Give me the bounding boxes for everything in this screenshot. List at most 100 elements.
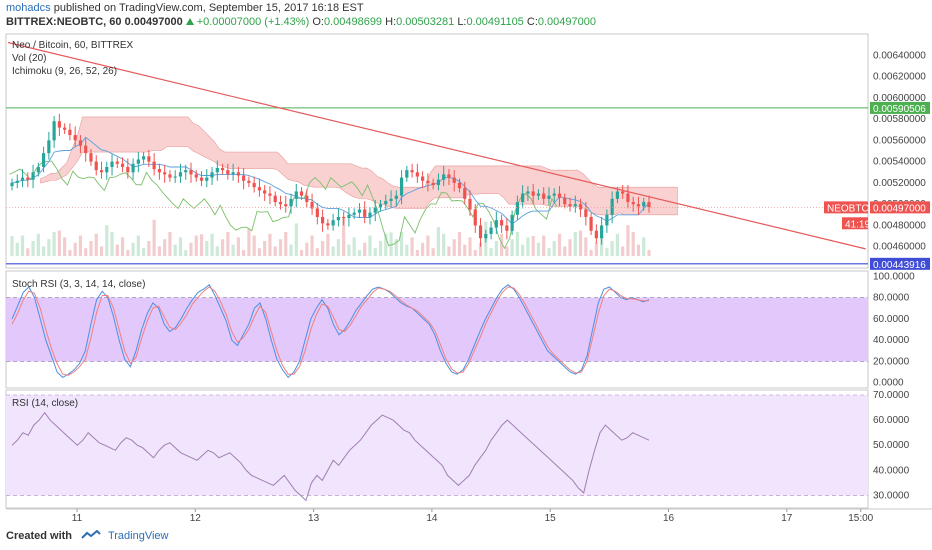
volume-bar xyxy=(194,235,198,256)
volume-bar xyxy=(157,246,162,256)
stoch-tick-label: 100.0000 xyxy=(873,271,915,282)
volume-bar xyxy=(236,237,240,256)
volume-bar xyxy=(63,237,67,256)
candle-body xyxy=(405,170,409,178)
volume-bar xyxy=(131,242,135,256)
price-tick-label: 0.00620000 xyxy=(873,72,926,83)
candle-body xyxy=(642,202,646,207)
candle-body xyxy=(63,127,67,130)
volume-bar xyxy=(626,225,630,256)
candle-body xyxy=(631,202,635,205)
volume-bar xyxy=(436,227,441,256)
volume-bar xyxy=(368,235,372,256)
level-price-label-bg xyxy=(870,101,930,114)
candle-body xyxy=(378,204,383,208)
volume-bar xyxy=(331,246,335,256)
candle-body xyxy=(521,193,525,203)
volume-bar xyxy=(563,246,567,256)
volume-bar xyxy=(447,246,451,256)
volume-bar xyxy=(463,244,467,256)
time-tick-label: 16 xyxy=(663,513,675,524)
volume-bar xyxy=(289,244,293,256)
candle-body xyxy=(442,174,446,180)
high-label: H: xyxy=(385,16,397,28)
candle-body xyxy=(284,204,288,207)
ohlc-line: BITTREX:NEOBTC, 60 0.00497000 +0.00007000… xyxy=(6,16,596,28)
volume-bar xyxy=(84,248,88,256)
last-price-label-bg xyxy=(870,201,930,214)
stoch-tick-label: 60.0000 xyxy=(873,314,910,325)
volume-bar xyxy=(284,232,288,256)
candle-body xyxy=(326,223,330,226)
volume-bar xyxy=(378,241,383,256)
candle-body xyxy=(605,214,609,226)
candle-body xyxy=(505,225,509,231)
candle-body xyxy=(499,220,504,226)
volume-bar xyxy=(363,242,367,256)
candle-body xyxy=(573,204,577,207)
candle-body xyxy=(194,174,198,178)
ichimoku-indicator-label[interactable]: Ichimoku (9, 26, 52, 26) xyxy=(12,66,118,77)
candle-body xyxy=(263,190,267,194)
bar-countdown-label: 41:19 xyxy=(845,219,870,230)
candle-body xyxy=(105,166,109,173)
volume-bar xyxy=(310,235,314,256)
volume-indicator-label[interactable]: Vol (20) xyxy=(12,53,47,64)
candle-body xyxy=(363,209,367,217)
candle-body xyxy=(515,202,519,215)
candle-body xyxy=(447,174,451,178)
candle-body xyxy=(457,182,462,189)
volume-bar xyxy=(184,250,188,256)
price-tick-label: 0.00580000 xyxy=(873,114,926,125)
time-tick-label: 17 xyxy=(781,513,793,524)
volume-bar xyxy=(573,232,577,256)
axes-layer: 0.00640000 0.00620000 0.00600000 0.00580000… xyxy=(72,50,930,524)
stoch-series-d xyxy=(11,286,649,376)
stoch-series-k xyxy=(11,284,650,379)
candle-body xyxy=(115,161,119,164)
volume-bar xyxy=(73,242,77,256)
volume-bar xyxy=(163,239,167,256)
candle-body xyxy=(389,198,393,201)
candle-body xyxy=(352,212,356,215)
candle-body xyxy=(10,182,14,187)
volume-bar xyxy=(589,250,593,256)
volume-bar xyxy=(321,241,325,256)
volume-bar xyxy=(152,219,156,256)
candle-body xyxy=(542,193,546,199)
candle-body xyxy=(305,195,309,203)
candle-body xyxy=(468,198,472,210)
candle-body xyxy=(242,175,246,181)
volume-bar xyxy=(384,233,388,256)
volume-bar xyxy=(52,232,56,256)
stoch-rsi-pane-title[interactable]: Stoch RSI (3, 3, 14, 14, close) xyxy=(12,279,146,290)
bar-countdown-label-bg xyxy=(842,217,868,230)
rsi-pane-title[interactable]: RSI (14, close) xyxy=(12,398,79,409)
time-tick-label: 12 xyxy=(190,513,202,524)
volume-bar xyxy=(499,233,504,256)
candle-body xyxy=(494,220,498,228)
author-link[interactable]: mohadcs xyxy=(6,2,51,14)
candle-body xyxy=(210,172,214,178)
volume-bar xyxy=(352,237,356,256)
candle-body xyxy=(615,191,620,199)
candle-body xyxy=(226,170,230,175)
low-value: 0.00491105 xyxy=(466,16,524,28)
volume-bar xyxy=(89,241,93,256)
volume-bar xyxy=(489,248,493,256)
rsi-tick-label: 70.0000 xyxy=(873,390,910,401)
candle-body xyxy=(173,176,177,178)
candle-body xyxy=(68,129,72,136)
tradingview-brand[interactable]: TradingView xyxy=(107,530,169,542)
volume-bar xyxy=(220,239,225,256)
volume-bar xyxy=(399,232,404,256)
candle-body xyxy=(347,214,351,219)
volume-bar xyxy=(552,241,556,256)
stoch-tick-label: 0.0000 xyxy=(873,378,904,389)
volume-bar xyxy=(336,239,340,256)
candle-body xyxy=(473,209,477,226)
volume-bar xyxy=(15,242,19,256)
low-label: L: xyxy=(457,16,467,28)
level-price-label-bg xyxy=(870,257,930,270)
